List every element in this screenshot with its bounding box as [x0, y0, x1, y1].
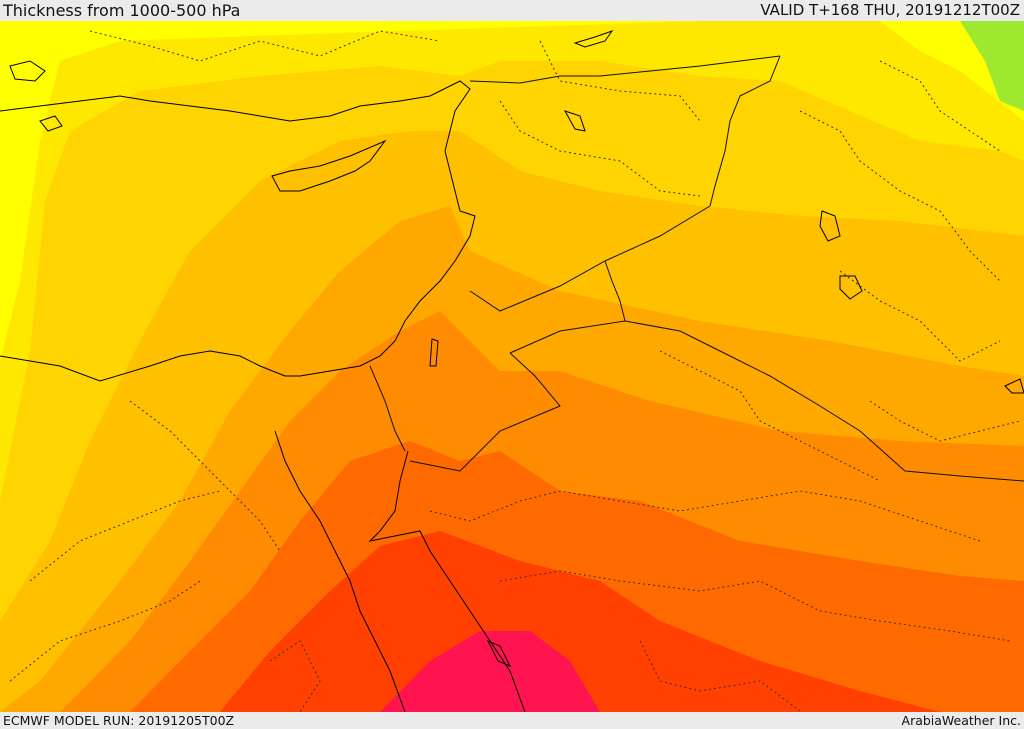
bottom-bar: ECMWF MODEL RUN: 20191205T00Z ArabiaWeat… — [0, 712, 1024, 729]
thickness-map[interactable] — [0, 21, 1024, 712]
map-title: Thickness from 1000-500 hPa — [3, 1, 241, 20]
credit-label: ArabiaWeather Inc. — [901, 713, 1021, 728]
country-borders — [369, 55, 1024, 482]
coastlines — [0, 30, 1024, 712]
model-run-label: ECMWF MODEL RUN: 20191205T00Z — [3, 713, 235, 728]
band-yellow-green — [960, 21, 1024, 111]
band-crimson — [380, 631, 600, 712]
valid-time: VALID T+168 THU, 20191212T00Z — [760, 1, 1020, 19]
top-bar: Thickness from 1000-500 hPa VALID T+168 … — [0, 0, 1024, 21]
band-red — [220, 531, 940, 712]
admin-borders — [9, 30, 1021, 712]
